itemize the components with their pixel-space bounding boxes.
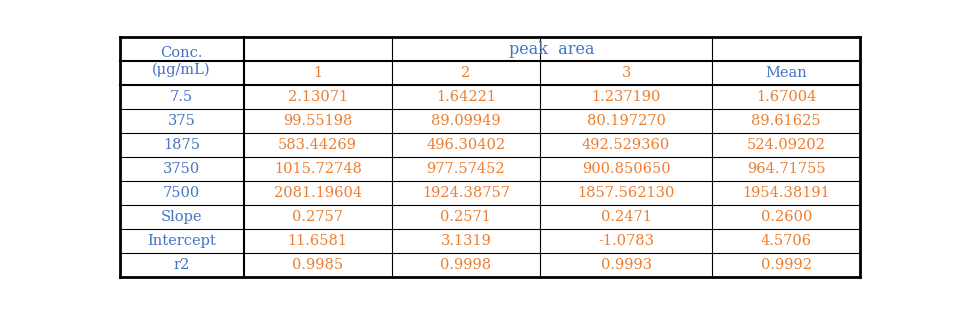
Text: 0.9985: 0.9985 <box>293 258 343 272</box>
Text: 0.9998: 0.9998 <box>441 258 491 272</box>
Text: Mean: Mean <box>766 66 807 80</box>
Text: 11.6581: 11.6581 <box>288 234 348 248</box>
Text: 900.850650: 900.850650 <box>582 162 670 176</box>
Text: 1015.72748: 1015.72748 <box>273 162 361 176</box>
Text: 7500: 7500 <box>163 186 200 200</box>
Text: 0.2600: 0.2600 <box>761 210 812 224</box>
Text: 492.529360: 492.529360 <box>582 138 670 152</box>
Text: 977.57452: 977.57452 <box>426 162 505 176</box>
Text: 524.09202: 524.09202 <box>747 138 826 152</box>
Text: 0.2471: 0.2471 <box>600 210 652 224</box>
Text: 4.5706: 4.5706 <box>761 234 812 248</box>
Text: 0.9992: 0.9992 <box>761 258 812 272</box>
Text: 2.13071: 2.13071 <box>288 90 348 104</box>
Text: 1954.38191: 1954.38191 <box>743 186 830 200</box>
Text: 0.2571: 0.2571 <box>441 210 491 224</box>
Text: 964.71755: 964.71755 <box>747 162 826 176</box>
Text: 3750: 3750 <box>163 162 200 176</box>
Text: 1857.562130: 1857.562130 <box>577 186 675 200</box>
Text: 583.44269: 583.44269 <box>278 138 358 152</box>
Text: 1924.38757: 1924.38757 <box>422 186 510 200</box>
Text: Slope: Slope <box>161 210 203 224</box>
Text: 7.5: 7.5 <box>170 90 193 104</box>
Text: 99.55198: 99.55198 <box>283 114 353 128</box>
Text: 89.09949: 89.09949 <box>431 114 501 128</box>
Text: 2: 2 <box>462 66 470 80</box>
Text: 496.30402: 496.30402 <box>426 138 506 152</box>
Text: 1.64221: 1.64221 <box>436 90 496 104</box>
Text: 1875: 1875 <box>163 138 200 152</box>
Text: 3.1319: 3.1319 <box>441 234 491 248</box>
Text: 80.197270: 80.197270 <box>587 114 665 128</box>
Text: 1.67004: 1.67004 <box>756 90 816 104</box>
Text: 2081.19604: 2081.19604 <box>273 186 361 200</box>
Text: 1.237190: 1.237190 <box>592 90 661 104</box>
Text: r2: r2 <box>173 258 189 272</box>
Text: 89.61625: 89.61625 <box>751 114 821 128</box>
Text: 0.9993: 0.9993 <box>600 258 652 272</box>
Text: Conc.
(μg/mL): Conc. (μg/mL) <box>152 46 211 77</box>
Text: peak  area: peak area <box>510 41 595 58</box>
Text: Intercept: Intercept <box>147 234 216 248</box>
Text: 3: 3 <box>621 66 631 80</box>
Text: 1: 1 <box>314 66 322 80</box>
Text: 0.2757: 0.2757 <box>293 210 343 224</box>
Text: 375: 375 <box>167 114 196 128</box>
Text: -1.0783: -1.0783 <box>598 234 654 248</box>
